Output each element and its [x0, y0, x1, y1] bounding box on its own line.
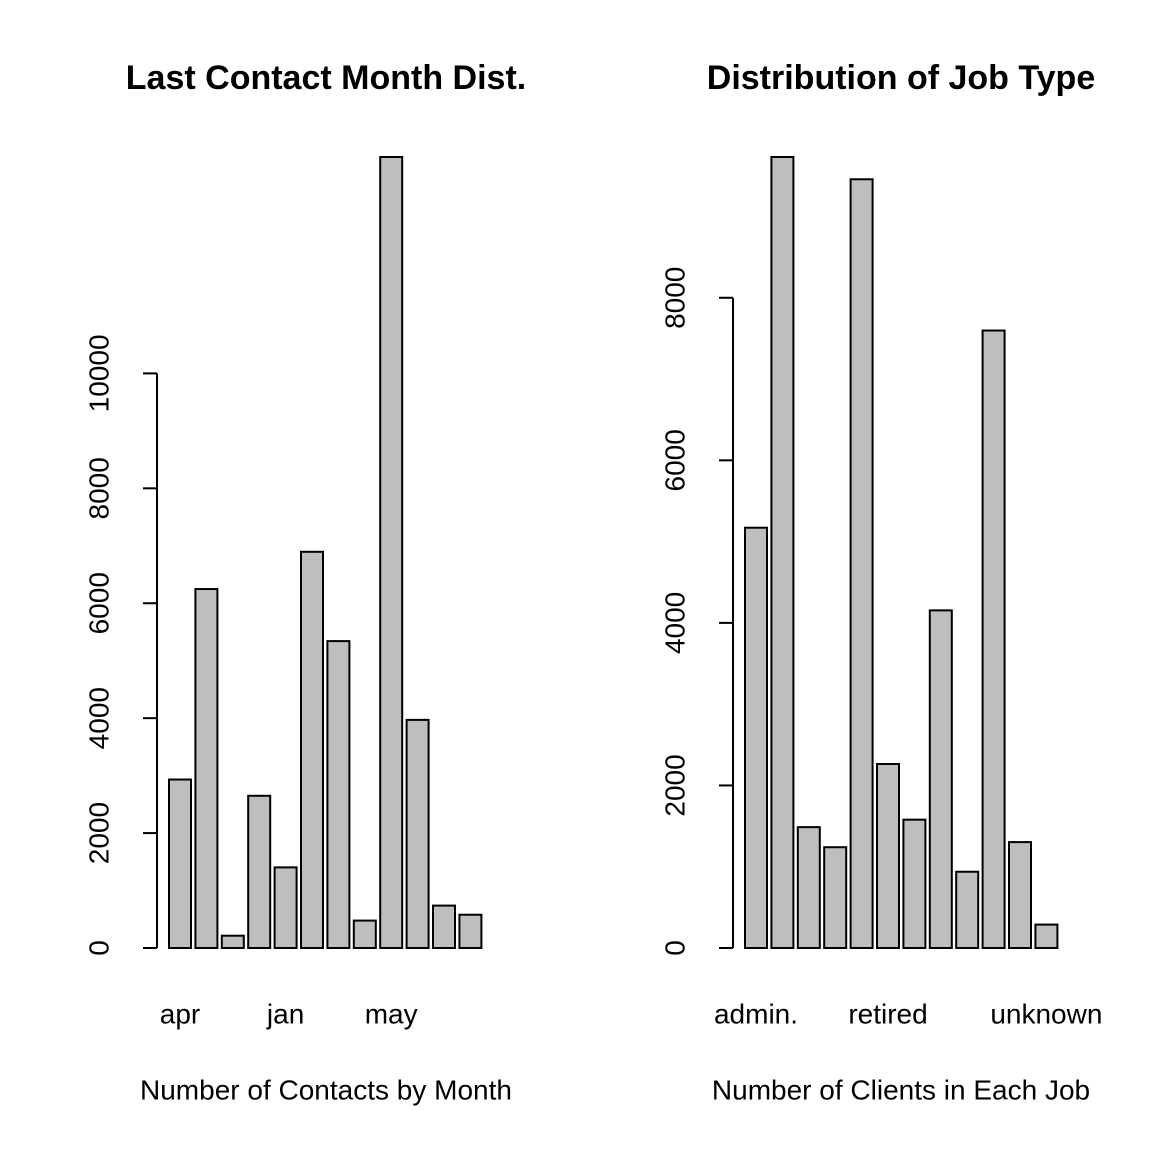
bar [902, 818, 927, 949]
x-tick-label: apr [160, 998, 200, 1029]
x-tick-label: admin. [714, 998, 798, 1029]
x-tick-label: jan [266, 998, 304, 1029]
y-tick-label: 4000 [659, 592, 690, 654]
bar [432, 904, 456, 950]
bar [220, 934, 245, 950]
x-tick-label: may [365, 998, 418, 1029]
bar [168, 778, 192, 949]
y-tick-label: 2000 [659, 754, 690, 816]
bar [326, 640, 351, 949]
bar [876, 762, 900, 949]
bar [1034, 923, 1059, 949]
y-tick-label: 8000 [83, 457, 114, 519]
y-tick-label: 0 [659, 940, 690, 956]
bar [273, 866, 298, 950]
x-tick-label: retired [848, 998, 927, 1029]
bar [849, 178, 874, 949]
bar [1008, 841, 1032, 949]
y-tick-label: 2000 [83, 802, 114, 864]
bar [744, 526, 768, 949]
bar [981, 329, 1006, 950]
bar [823, 846, 848, 950]
bar [300, 550, 324, 949]
y-tick-label: 0 [83, 940, 114, 956]
bar [796, 826, 821, 949]
chart-title: Distribution of Job Type [707, 59, 1095, 97]
bar [247, 794, 272, 949]
x-axis-label: Number of Contacts by Month [140, 1074, 512, 1105]
y-tick-label: 10000 [83, 334, 114, 412]
bar [379, 156, 404, 949]
bar [955, 870, 980, 949]
bar [194, 588, 219, 949]
bar [405, 718, 430, 950]
x-tick-label: unknown [990, 998, 1102, 1029]
y-tick-label: 6000 [659, 429, 690, 491]
x-axis-label: Number of Clients in Each Job [712, 1074, 1090, 1105]
y-tick-label: 8000 [659, 267, 690, 329]
bar [352, 919, 377, 949]
bar [928, 609, 953, 949]
chart-title: Last Contact Month Dist. [126, 59, 526, 97]
y-tick-label: 6000 [83, 572, 114, 634]
y-tick-label: 4000 [83, 687, 114, 749]
bar [458, 913, 483, 949]
bar [770, 156, 795, 949]
